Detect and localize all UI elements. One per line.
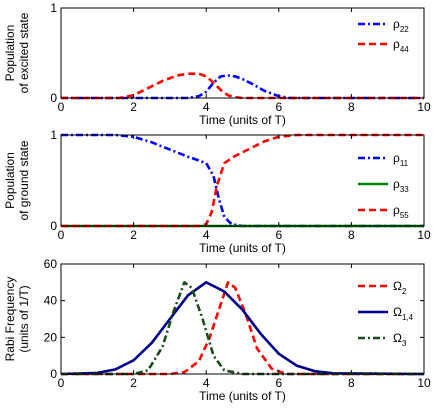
x-axis-label: Time (units of T)	[199, 241, 286, 255]
legend-label-base: Ω	[393, 331, 402, 345]
y-tick-label: 0	[50, 219, 57, 233]
legend-label-subscript: 44	[400, 45, 409, 54]
y-axis-label-line: of excited state	[17, 12, 31, 93]
y-axis-label: Populationof excited state	[3, 12, 31, 93]
y-tick-label: 60	[44, 257, 58, 271]
x-tick-label: 8	[348, 376, 355, 390]
legend-label: Ω1,4	[393, 305, 414, 322]
y-axis-label: Rabi Frequency(units of 1/T)	[3, 277, 31, 362]
x-axis-label: Time (units of T)	[199, 113, 286, 127]
series-line-3-3	[61, 280, 424, 376]
plot-frame	[60, 134, 425, 227]
y-axis-label: Populationof ground state	[3, 140, 31, 220]
y-tick-label: 0	[50, 91, 57, 105]
series-line-1-2	[61, 72, 424, 100]
plot-frame	[60, 7, 425, 99]
y-axis-label-line: (units of 1/T)	[17, 285, 31, 352]
legend-label-subscript: 3	[402, 339, 407, 348]
legend-label-base: ρ	[393, 177, 400, 191]
y-tick-label: 40	[44, 294, 58, 308]
plot-frame	[60, 263, 425, 375]
x-tick-label: 10	[417, 376, 431, 390]
y-axis-label-line: of ground state	[17, 140, 31, 220]
legend-label-base: Ω	[393, 279, 402, 293]
legend-label-subscript: 2	[402, 287, 407, 296]
y-tick-label: 20	[44, 330, 58, 344]
x-tick-label: 0	[58, 228, 65, 242]
legend-label: Ω2	[393, 279, 407, 296]
x-tick-label: 8	[348, 100, 355, 114]
legend-label-subscript: 22	[400, 25, 409, 34]
series-line-2-1	[61, 133, 424, 228]
x-tick-label: 6	[275, 376, 282, 390]
series-line-3-1	[61, 280, 424, 376]
x-tick-label: 2	[130, 376, 137, 390]
x-tick-label: 0	[58, 376, 65, 390]
legend-label-subscript: 11	[400, 159, 409, 168]
legend-label-base: ρ	[393, 37, 400, 51]
series-line-1-1	[61, 74, 424, 100]
legend-label-base: ρ	[393, 17, 400, 31]
y-axis-label-line: Rabi Frequency	[3, 277, 17, 362]
x-tick-label: 6	[275, 228, 282, 242]
x-tick-label: 0	[58, 100, 65, 114]
legend-label-subscript: 1,4	[402, 313, 414, 322]
x-tick-label: 4	[203, 100, 210, 114]
chart-panel-1: 0 2 4 6 8 10 0 1 Time (units of T) Populationof e…	[3, 1, 431, 127]
legend-label: Ω3	[393, 331, 407, 348]
x-tick-label: 8	[348, 228, 355, 242]
chart-panel-3: 0 2 4 6 8 10 0 20 40 60 Time (units of T) Rabi Freq…	[3, 257, 431, 403]
chart-panel-2: 0 2 4 6 8 10 0 1 Time (units of T) Populationof g…	[3, 128, 431, 255]
legend-label-base: ρ	[393, 151, 400, 165]
x-tick-label: 4	[203, 228, 210, 242]
legend-label-subscript: 55	[400, 211, 409, 220]
x-tick-label: 2	[130, 228, 137, 242]
legend-label-subscript: 33	[400, 185, 409, 194]
y-axis-label-line: Population	[3, 25, 17, 82]
y-axis-label-line: Population	[3, 152, 17, 209]
legend-label-base: Ω	[393, 305, 402, 319]
y-tick-label: 1	[50, 128, 57, 142]
x-tick-label: 10	[417, 100, 431, 114]
legend-label: ρ55	[393, 203, 409, 220]
legend-label-base: ρ	[393, 203, 400, 217]
series-line-3-2	[60, 280, 425, 376]
legend-label: ρ44	[393, 37, 409, 54]
legend-label: ρ11	[393, 151, 409, 168]
x-tick-label: 2	[130, 100, 137, 114]
x-tick-label: 4	[203, 376, 210, 390]
x-tick-label: 10	[417, 228, 431, 242]
y-tick-label: 1	[50, 1, 57, 15]
series-line-2-3	[61, 133, 424, 228]
legend-label: ρ22	[393, 17, 409, 34]
x-tick-label: 6	[275, 100, 282, 114]
y-tick-label: 0	[50, 367, 57, 381]
legend-label: ρ33	[393, 177, 409, 194]
x-axis-label: Time (units of T)	[199, 389, 286, 403]
